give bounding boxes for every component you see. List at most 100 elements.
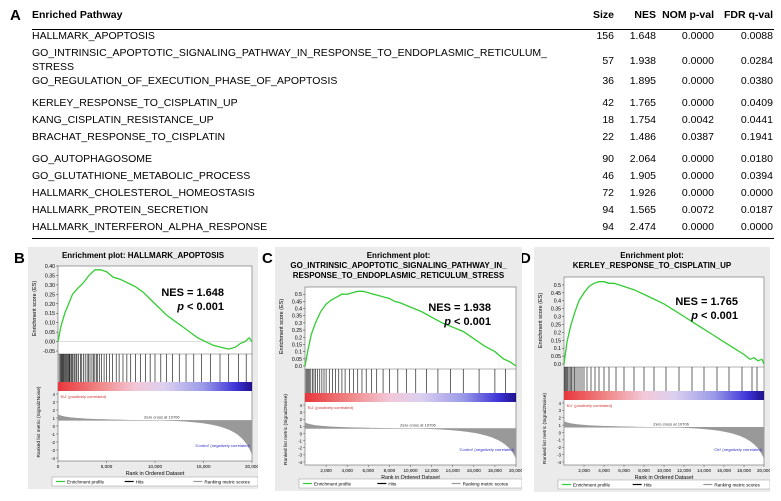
metric-tick-label: -4 (298, 460, 302, 465)
metric-tick-label: 1 (53, 416, 56, 421)
x-tick-label: 14,000 (697, 468, 711, 473)
x-tick-label: 16,000 (717, 468, 731, 473)
x-tick-label: 6,000 (363, 468, 375, 473)
x-tick-label: 2,000 (578, 468, 590, 473)
pathway-name: GO_GLUTATHIONE_METABOLIC_PROCESS (32, 170, 251, 182)
size-cell: 36 (602, 75, 614, 87)
negative-correlation-label: 'Control' (negatively correlated) (459, 447, 515, 452)
es-tick-label: 0.3 (295, 321, 302, 327)
table-row: GO_REGULATION_OF_EXECUTION_PHASE_OF_APOP… (32, 75, 774, 92)
table-row: HALLMARK_APOPTOSIS 156 1.648 0.0000 0.0088 (32, 30, 774, 47)
nes-cell: 1.895 (629, 75, 656, 87)
panel-label-c: C (262, 250, 273, 267)
enrichment-plot-b: Enrichment plot: HALLMARK_APOPTOSIS 0.40 0… (28, 247, 258, 489)
nes-cell: 1.754 (629, 114, 656, 126)
table-bottom-rule (32, 238, 774, 239)
legend-label-hits: Hits (136, 480, 145, 485)
metric-tick-label: -2 (557, 445, 561, 450)
panel-label-d: D (520, 250, 531, 267)
positive-correlation-label: 'KU' (positively correlated) (307, 405, 354, 410)
legend-label-profile: Enrichment profile (314, 482, 351, 487)
nom-pval-cell: 0.0000 (681, 75, 714, 87)
pathway-name-continued: STRESS (32, 61, 75, 73)
size-cell: 94 (602, 204, 614, 216)
es-tick-label: 0.2 (554, 330, 561, 336)
nom-pval-cell: 0.0042 (681, 114, 714, 126)
es-tick-label: 0.45 (551, 291, 561, 297)
legend-label-metric: Ranking metric scores (714, 483, 760, 488)
es-tick-label: 0.2 (295, 335, 302, 341)
metric-tick-label: 2 (300, 417, 303, 422)
x-tick-label: 4,000 (341, 468, 353, 473)
nom-pval-cell: 0.0000 (681, 170, 714, 182)
x-axis-label: Rank in Ordered Dataset (126, 471, 185, 477)
nes-cell: 1.926 (629, 187, 656, 199)
metric-tick-label: 4 (53, 392, 56, 397)
size-cell: 156 (596, 30, 614, 42)
es-tick-label: 0.05 (292, 357, 302, 363)
fdr-qval-cell: 0.0284 (740, 55, 773, 67)
es-tick-label: 0.10 (45, 321, 55, 327)
p-symbol: p (443, 316, 451, 328)
nom-pval-cell: 0.0072 (681, 204, 714, 216)
es-tick-label: 0.15 (551, 338, 561, 344)
p-threshold: < 0.001 (184, 301, 224, 313)
pathway-name: KERLEY_RESPONSE_TO_CISPLATIN_UP (32, 97, 238, 109)
x-axis-label: Rank in Ordered Dataset (635, 475, 694, 481)
pathway-name: GO_INTRINSIC_APOPTOTIC_SIGNALING_PATHWAY… (32, 47, 548, 59)
es-tick-label: 0.1 (554, 346, 561, 352)
nom-pval-cell: 0.0000 (681, 153, 714, 165)
es-tick-label: 0.45 (292, 299, 302, 305)
nes-cell: 1.938 (629, 55, 656, 67)
enrichment-profile-line (57, 269, 253, 350)
metric-tick-label: 4 (559, 401, 562, 406)
nes-cell: 1.648 (629, 30, 656, 42)
es-tick-label: 0.35 (45, 273, 55, 279)
es-tick-label: 0.4 (554, 299, 561, 305)
plot-title-line: Enrichment plot: (367, 251, 431, 260)
header-nes: NES (634, 9, 656, 21)
pathway-name: HALLMARK_CHOLESTEROL_HOMEOSTASIS (32, 187, 255, 199)
nes-annotation: NES = 1.648 (161, 287, 224, 299)
metric-tick-label: -3 (557, 452, 561, 457)
positive-correlation-label: 'KU' (positively correlated) (566, 403, 613, 408)
nom-pval-cell: 0.0000 (681, 30, 714, 42)
positive-correlation-label: 'KU' (positively correlated) (60, 394, 107, 399)
zero-cross-label: Zero cross at 10706 (144, 414, 180, 419)
pathway-name: GO_AUTOPHAGOSOME (32, 153, 152, 165)
pathway-name: HALLMARK_APOPTOSIS (32, 30, 155, 42)
ranking-metric-area (564, 421, 764, 459)
header-pathway: Enriched Pathway (32, 9, 123, 21)
es-tick-label: 0.35 (551, 307, 561, 313)
legend-box (298, 478, 522, 489)
zero-cross-label: Zero cross at 10706 (400, 422, 436, 427)
fdr-qval-cell: 0.0088 (740, 30, 773, 42)
fdr-qval-cell: 0.0187 (740, 204, 773, 216)
pathway-name: BRACHAT_RESPONSE_TO_CISPLATIN (32, 131, 226, 143)
table-row: BRACHAT_RESPONSE_TO_CISPLATIN 22 1.486 0.03… (32, 131, 774, 148)
rank-gradient-bar (564, 391, 764, 400)
nom-pval-cell: 0.0000 (681, 221, 714, 233)
nes-cell: 2.474 (629, 221, 656, 233)
table-row: HALLMARK_INTERFERON_ALPHA_RESPONSE 94 2.47… (32, 221, 774, 238)
es-tick-label: 0.0 (295, 364, 302, 370)
fdr-qval-cell: 0.0441 (740, 114, 773, 126)
metric-tick-label: -1 (557, 438, 561, 443)
metric-tick-label: -1 (51, 432, 55, 437)
table-row: KANG_CISPLATIN_RESISTANCE_UP 18 1.754 0.004… (32, 114, 774, 131)
nes-cell: 1.905 (629, 170, 656, 182)
p-value-annotation: p < 0.001 (690, 310, 738, 322)
metric-tick-label: -1 (298, 438, 302, 443)
plot-title-line: GO_INTRINSIC_APOPTOTIC_SIGNALING_PATHWAY… (290, 261, 507, 270)
fdr-qval-cell: 0.0000 (740, 221, 773, 233)
size-cell: 72 (602, 187, 614, 199)
p-symbol: p (176, 301, 184, 313)
metric-tick-label: 2 (53, 408, 56, 413)
table-body: HALLMARK_APOPTOSIS 156 1.648 0.0000 0.0088 GO… (32, 30, 774, 238)
pathway-name: HALLMARK_INTERFERON_ALPHA_RESPONSE (32, 221, 268, 233)
p-threshold: < 0.001 (698, 310, 738, 322)
fdr-qval-cell: 0.0409 (740, 97, 773, 109)
legend-label-metric: Ranking metric scores (204, 480, 250, 485)
x-tick-label: 5,000 (101, 464, 113, 469)
metric-tick-label: 3 (559, 408, 562, 413)
